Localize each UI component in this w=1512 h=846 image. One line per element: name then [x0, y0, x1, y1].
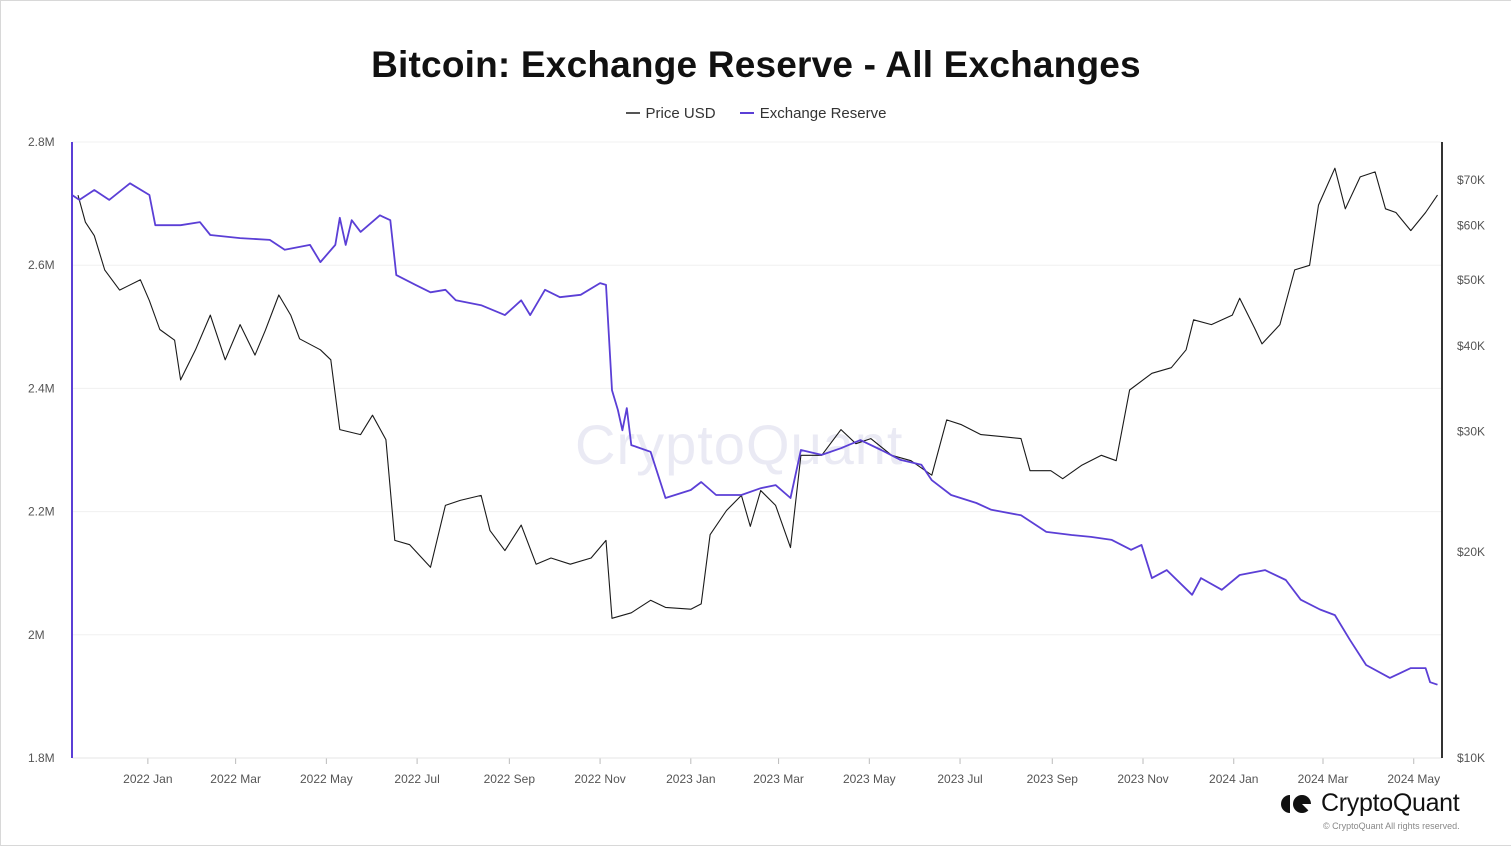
- x-tick-label: 2023 Nov: [1117, 772, 1168, 786]
- y-right-tick-label: $40K: [1457, 339, 1485, 353]
- price-usd-line: [77, 167, 1438, 619]
- y-left-tick-label: 2.8M: [28, 135, 55, 149]
- x-tick-label: 2022 Sep: [484, 772, 536, 786]
- chart-title: Bitcoin: Exchange Reserve - All Exchange…: [371, 44, 1141, 85]
- legend-swatch-reserve: [739, 112, 754, 114]
- x-tick-label: 2023 May: [843, 772, 896, 786]
- logo-text: CryptoQuant: [1321, 789, 1460, 817]
- legend-label-price: Price USD: [645, 104, 716, 122]
- brand-logo: CryptoQuant: [1281, 789, 1460, 818]
- x-tick-label: 2023 Sep: [1027, 772, 1079, 786]
- y-right-tick-label: $70K: [1457, 173, 1485, 187]
- legend-item-reserve[interactable]: Exchange Reserve: [739, 104, 887, 122]
- x-tick-label: 2024 Mar: [1298, 772, 1349, 786]
- x-tick-label: 2022 Mar: [210, 772, 261, 786]
- legend-item-price[interactable]: Price USD: [625, 104, 716, 122]
- legend: Price USD Exchange Reserve: [0, 101, 1512, 122]
- y-right-tick-label: $10K: [1457, 751, 1485, 765]
- x-tick-label: 2023 Mar: [753, 772, 804, 786]
- x-tick-label: 2023 Jul: [937, 772, 982, 786]
- x-tick-label: 2022 Jul: [394, 772, 439, 786]
- y-left-tick-label: 2.4M: [28, 381, 55, 395]
- x-tick-label: 2024 Jan: [1209, 772, 1258, 786]
- copyright: © CryptoQuant All rights reserved.: [1323, 821, 1460, 831]
- x-tick-label: 2022 May: [300, 772, 353, 786]
- y-left-tick-label: 2M: [28, 628, 45, 642]
- legend-label-reserve: Exchange Reserve: [759, 104, 887, 122]
- y-left-tick-label: 1.8M: [28, 751, 55, 765]
- legend-swatch-price: [625, 112, 640, 114]
- y-left-tick-label: 2.2M: [28, 505, 55, 519]
- x-tick-label: 2024 May: [1387, 772, 1440, 786]
- y-right-tick-label: $60K: [1457, 219, 1485, 233]
- y-right-tick-label: $50K: [1457, 273, 1485, 287]
- cryptoquant-logo-icon: [1281, 794, 1311, 813]
- y-right-tick-label: $20K: [1457, 545, 1485, 559]
- y-left-tick-label: 2.6M: [28, 258, 55, 272]
- x-tick-label: 2022 Nov: [574, 772, 625, 786]
- x-tick-label: 2022 Jan: [123, 772, 172, 786]
- exchange-reserve-line: [71, 182, 1438, 686]
- x-tick-label: 2023 Jan: [666, 772, 715, 786]
- y-right-tick-label: $30K: [1457, 425, 1485, 439]
